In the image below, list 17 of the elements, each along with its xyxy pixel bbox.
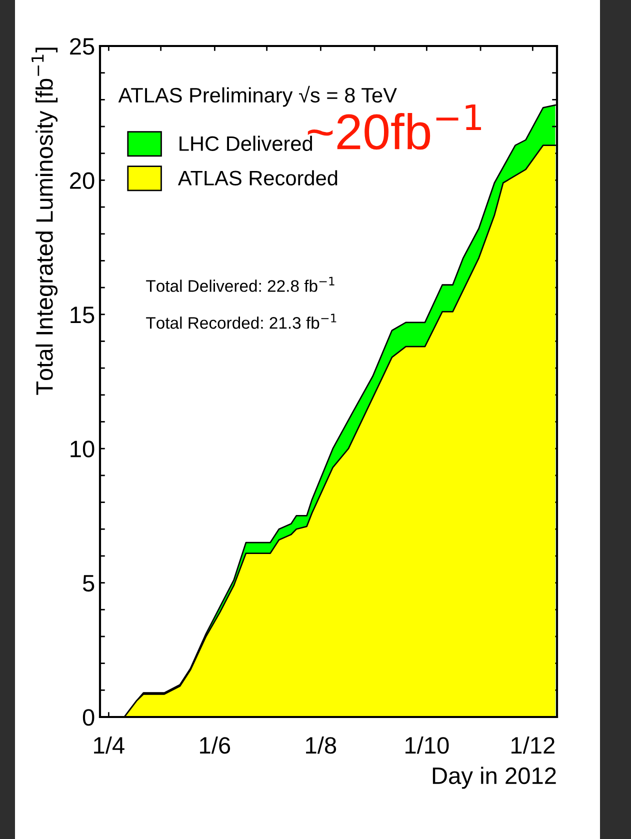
y-tick-label: 10 [70,440,94,458]
x-tick-label: 1/4 [94,736,124,754]
y-tick-label: 0 [82,709,94,726]
y-axis-title: Total Integrated Luminosity [fb$^{−1}$] [32,48,58,395]
x-tick-label: 1/10 [406,736,449,754]
y-tick-label: 25 [70,38,94,55]
legend-label: ATLAS Recorded [178,170,338,186]
x-tick-label: 1/12 [512,736,554,754]
x-tick-label: 1/8 [306,736,336,754]
annotation: Total Delivered: 22.8 fb$^{−1}$ [146,276,334,292]
annotation: Total Recorded: 21.3 fb$^{−1}$ [146,314,336,329]
y-tick-label: 5 [82,575,94,592]
y-tick-label: 20 [70,172,94,189]
x-tick-label: 1/6 [200,736,230,754]
y-tick-label: 15 [70,306,94,324]
x-axis-title: Day in 2012 [432,766,556,789]
annotation: ATLAS Preliminary √s = 8 TeV [118,86,397,107]
